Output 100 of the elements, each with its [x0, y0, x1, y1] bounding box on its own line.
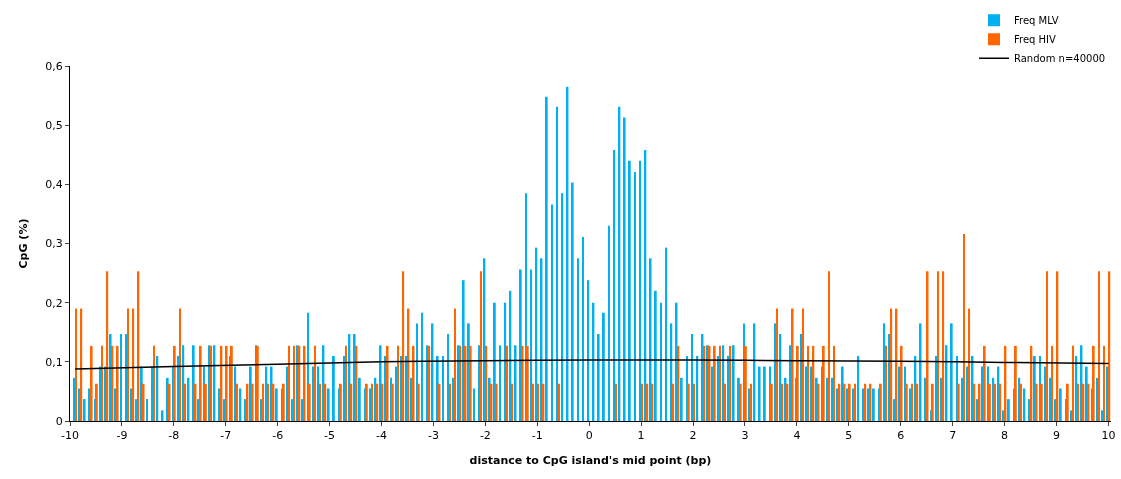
- bar: [852, 388, 854, 421]
- bar: [1040, 383, 1043, 421]
- bar: [184, 383, 187, 421]
- bar: [774, 323, 777, 421]
- bar: [826, 377, 829, 421]
- x-tick-label: 6: [897, 429, 905, 443]
- bar: [822, 345, 825, 421]
- bar: [454, 308, 457, 421]
- bar: [204, 383, 207, 421]
- bar: [495, 383, 498, 421]
- bar: [365, 383, 368, 421]
- bar: [343, 355, 346, 421]
- bar: [748, 388, 751, 421]
- bar: [597, 334, 600, 421]
- bar: [1108, 271, 1111, 421]
- bar: [885, 345, 887, 421]
- bar: [519, 269, 522, 421]
- bar: [537, 383, 540, 421]
- bar: [116, 345, 119, 421]
- bar: [225, 345, 228, 421]
- bar: [883, 323, 886, 421]
- bar: [358, 377, 361, 421]
- bar: [262, 383, 264, 421]
- bar: [937, 271, 939, 421]
- bar: [582, 236, 585, 421]
- bar: [127, 308, 129, 421]
- bar: [1059, 388, 1062, 421]
- bar: [506, 345, 508, 421]
- bar: [260, 399, 263, 421]
- x-tick-label: -5: [324, 429, 336, 443]
- bar: [719, 345, 721, 421]
- y-tick-label: 0,6: [45, 59, 63, 73]
- bar: [983, 345, 986, 421]
- bar: [634, 171, 636, 421]
- bar: [665, 247, 668, 421]
- bar: [1096, 377, 1099, 421]
- bar: [251, 383, 254, 421]
- bar: [680, 377, 683, 421]
- bar: [106, 271, 109, 421]
- bar: [73, 377, 76, 421]
- y-tick-label: 0: [55, 414, 63, 428]
- bar: [469, 345, 472, 421]
- bar: [1103, 345, 1106, 421]
- bar: [641, 383, 643, 421]
- bar: [988, 383, 991, 421]
- bar: [900, 345, 903, 421]
- x-tick-label: 1: [637, 429, 645, 443]
- x-tick-label: 0: [585, 429, 593, 443]
- y-tick-label: 0,3: [45, 237, 63, 251]
- x-tick-label: -1: [531, 429, 543, 443]
- bar: [485, 345, 488, 421]
- bar: [687, 383, 690, 421]
- bar: [758, 366, 761, 421]
- bar: [308, 383, 311, 421]
- bar: [1014, 345, 1017, 421]
- bar: [744, 345, 747, 421]
- bar: [83, 399, 86, 421]
- bar: [763, 366, 766, 421]
- bar: [791, 308, 794, 421]
- y-tick-label: 0,1: [45, 355, 63, 369]
- bar: [386, 345, 389, 421]
- bar: [90, 345, 93, 421]
- bar: [545, 96, 548, 421]
- bar: [1092, 345, 1095, 421]
- bar: [672, 383, 675, 421]
- bar: [532, 383, 534, 421]
- bar: [654, 290, 657, 421]
- bar: [608, 225, 610, 421]
- bar: [926, 271, 929, 421]
- bar: [132, 308, 135, 421]
- bar: [146, 399, 148, 421]
- bar: [379, 345, 382, 421]
- bar: [713, 345, 716, 421]
- bar: [391, 383, 394, 421]
- bar: [125, 334, 128, 421]
- bar: [750, 383, 752, 421]
- bar: [1020, 383, 1022, 421]
- x-tick-label: -6: [272, 429, 284, 443]
- bar: [879, 383, 882, 421]
- bar: [961, 377, 964, 421]
- y-tick-label: 0,4: [45, 178, 63, 192]
- bar: [739, 383, 742, 421]
- x-tick-label: -10: [61, 429, 79, 443]
- bar: [99, 366, 102, 421]
- bar: [831, 377, 834, 421]
- bar: [95, 383, 98, 421]
- bar: [613, 150, 616, 421]
- bar: [890, 308, 893, 421]
- bar: [192, 345, 195, 421]
- bar: [800, 334, 803, 421]
- x-tick-label: 4: [793, 429, 801, 443]
- bar: [153, 345, 155, 421]
- bar: [717, 355, 719, 421]
- bar: [473, 388, 475, 421]
- x-tick-label: -9: [116, 429, 128, 443]
- bar: [649, 258, 652, 421]
- bar: [526, 345, 529, 421]
- bar: [854, 383, 856, 421]
- bar: [312, 366, 315, 421]
- x-tick-label: 3: [741, 429, 749, 443]
